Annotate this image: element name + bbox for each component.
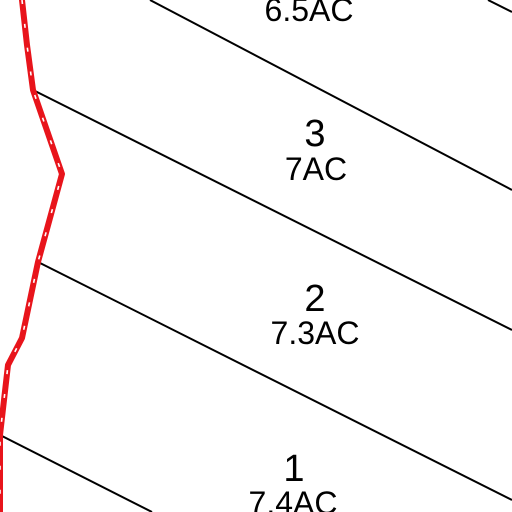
lot-2-number-label: 2 [304, 278, 326, 320]
lot-2-area-label: 7.3AC [270, 315, 360, 351]
lot-1-number-label: 1 [283, 448, 305, 490]
lot-line-1-2 [0, 434, 153, 512]
lot-line-3-4 [32, 89, 512, 331]
lot-1-area-label: 7.4AC [248, 485, 338, 512]
lot-line-top-left [149, 0, 512, 191]
lot-line-2-3 [37, 261, 512, 501]
lot-4-area-label: 6.5AC [264, 0, 354, 28]
lot-line-top-right [487, 0, 512, 13]
lot-3-area-label: 7AC [284, 151, 348, 187]
property-boundary [0, 0, 65, 512]
lot-3-number-label: 3 [304, 113, 326, 155]
